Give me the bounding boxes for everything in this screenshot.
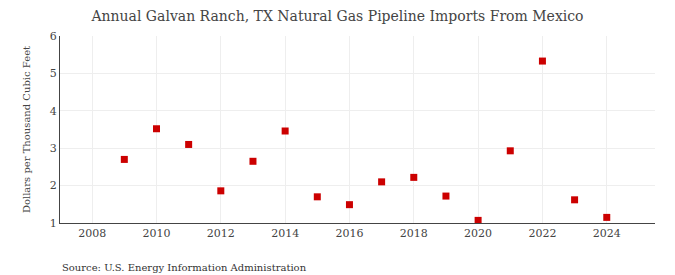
svg-text:4: 4 (50, 105, 57, 118)
svg-text:2014: 2014 (271, 227, 299, 240)
svg-text:2012: 2012 (207, 227, 235, 240)
svg-text:2008: 2008 (78, 227, 106, 240)
svg-text:2020: 2020 (464, 227, 492, 240)
svg-text:2022: 2022 (528, 227, 556, 240)
svg-text:Source: U.S. Energy Informatio: Source: U.S. Energy Information Administ… (62, 262, 307, 273)
svg-text:5: 5 (50, 67, 57, 80)
svg-text:2: 2 (50, 179, 57, 192)
svg-text:2024: 2024 (593, 227, 621, 240)
svg-text:2018: 2018 (400, 227, 428, 240)
svg-text:2010: 2010 (142, 227, 170, 240)
svg-text:Annual Galvan Ranch, TX Natura: Annual Galvan Ranch, TX Natural Gas Pipe… (90, 8, 583, 24)
svg-text:2016: 2016 (335, 227, 363, 240)
svg-text:1: 1 (50, 217, 57, 230)
svg-text:3: 3 (50, 142, 57, 155)
svg-text:6: 6 (50, 30, 57, 43)
svg-text:Dollars per Thousand Cubic Fee: Dollars per Thousand Cubic Feet (21, 46, 32, 213)
